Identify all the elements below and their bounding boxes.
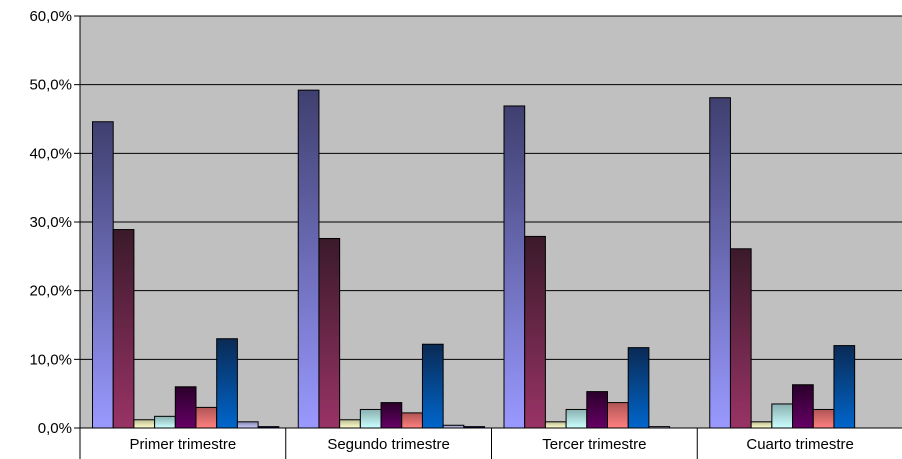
category-label: Primer trimestre	[130, 436, 237, 453]
bar	[174, 386, 197, 429]
bar	[236, 421, 259, 429]
category-label: Tercer trimestre	[542, 436, 646, 453]
bar	[133, 419, 156, 429]
bar	[524, 235, 546, 429]
y-tick-label: 10,0%	[29, 351, 72, 368]
bars	[92, 89, 856, 429]
bar	[544, 421, 567, 429]
category-label: Cuarto trimestre	[746, 436, 854, 453]
axes	[74, 15, 902, 459]
bar	[627, 347, 650, 429]
bar	[792, 384, 814, 429]
bar	[812, 408, 835, 429]
bar	[195, 406, 218, 429]
category-labels: Primer trimestre Segundo trimestre Tercer …	[130, 436, 854, 453]
bar	[216, 338, 238, 429]
bar	[92, 121, 114, 429]
y-tick-labels: 0,0% 10,0% 20,0% 30,0% 40,0% 50,0% 60,0%	[29, 8, 72, 437]
bar	[421, 343, 444, 429]
bar	[154, 415, 176, 429]
category-label: Segundo trimestre	[327, 436, 450, 453]
bar	[112, 229, 135, 429]
bar	[586, 391, 608, 429]
bar	[833, 345, 856, 429]
bar	[771, 403, 794, 429]
bar	[709, 97, 731, 429]
bar	[750, 421, 773, 429]
y-tick-label: 0,0%	[38, 420, 72, 437]
bar	[380, 402, 403, 429]
bar	[359, 408, 382, 429]
bar	[401, 412, 423, 429]
y-tick-label: 50,0%	[29, 77, 72, 94]
bar	[503, 105, 526, 429]
bar	[297, 89, 320, 429]
y-tick-label: 40,0%	[29, 145, 72, 162]
bar	[339, 419, 361, 429]
bar	[607, 402, 629, 429]
y-tick-label: 20,0%	[29, 283, 72, 300]
bar	[729, 248, 752, 429]
y-tick-label: 60,0%	[29, 8, 72, 25]
bar	[318, 237, 341, 429]
y-tick-label: 30,0%	[29, 214, 72, 231]
bar	[565, 408, 588, 429]
